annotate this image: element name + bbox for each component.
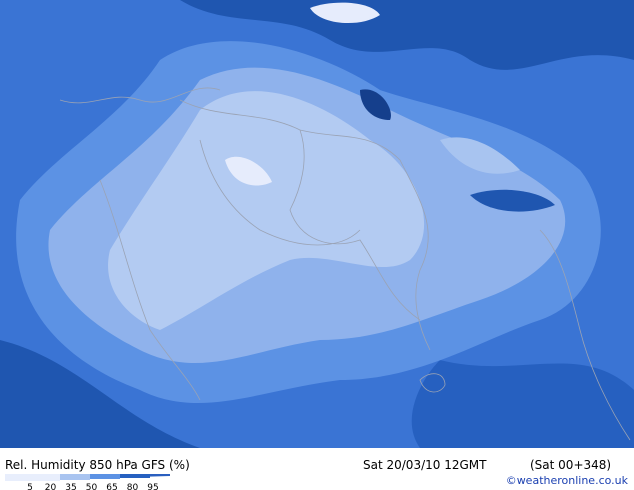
legend-tick-label: 65 [106, 483, 117, 490]
legend-ticks: 5 20 35 50 65 80 95 [27, 483, 159, 490]
map-title: Rel. Humidity 850 hPa GFS (%) [5, 458, 190, 472]
valid-time: Sat 20/03/10 12GMT [363, 458, 487, 472]
forecast-step: (Sat 00+348) [530, 458, 611, 472]
legend-tick-label: 20 [45, 483, 57, 490]
legend-tick-label: 50 [86, 483, 98, 490]
legend-bar [5, 474, 170, 481]
legend-tick-label: 35 [65, 483, 76, 490]
legend-tick-label: 95 [147, 483, 158, 490]
footer-band [0, 448, 634, 490]
borders [59, 87, 631, 441]
credit: ©weatheronline.co.uk [506, 474, 629, 487]
legend-tick-label: 5 [27, 483, 33, 490]
legend-tick-label: 80 [127, 483, 139, 490]
humidity-field [0, 0, 634, 448]
